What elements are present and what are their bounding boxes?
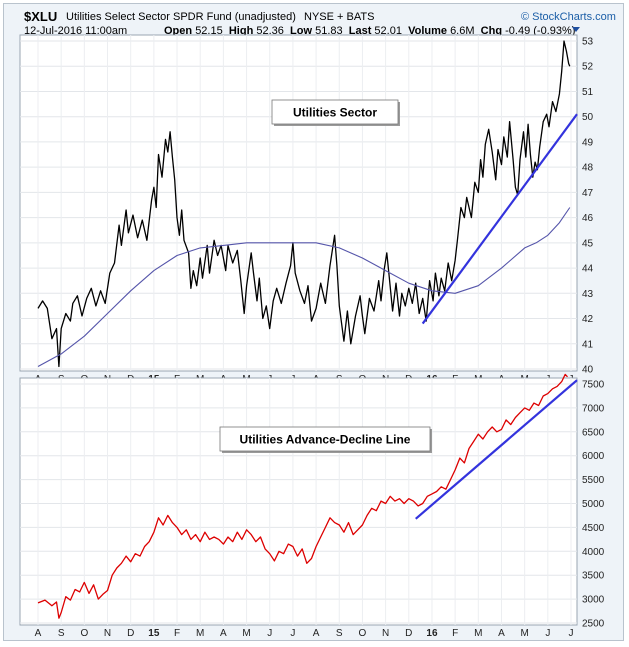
panel-2: 2500 3000 3500 4000 4500 5000 5500 6000 6500 7000… — [19, 373, 605, 639]
x-tick-label: J — [545, 628, 550, 639]
annotation-label: Utilities Advance-Decline Line — [240, 433, 411, 447]
y-tick-label: 40 — [582, 365, 594, 376]
x-tick-label: J — [569, 628, 574, 639]
chart-frame: $XLU Utilities Select Sector SPDR Fund (… — [3, 3, 624, 641]
trendline — [421, 113, 578, 325]
y-tick-label: 46 — [582, 213, 594, 224]
y-tick-label: 53 — [582, 37, 594, 48]
y-tick-label: 52 — [582, 62, 594, 73]
x-tick-label: D — [127, 628, 134, 639]
price-series-line — [37, 40, 571, 368]
x-tick-label: A — [498, 628, 505, 639]
ticker-symbol: $XLU — [24, 9, 58, 24]
y-tick-label: 48 — [582, 163, 594, 174]
x-tick-label: 15 — [148, 628, 160, 639]
x-tick-label: M — [196, 628, 204, 639]
y-tick-label: 4000 — [582, 547, 605, 558]
x-tick-label: N — [104, 628, 111, 639]
y-tick-label: 50 — [582, 112, 594, 123]
chg-label: Chg — [480, 25, 503, 37]
low-label: Low — [290, 25, 313, 37]
y-tick-label: 43 — [582, 289, 594, 300]
y-tick-label: 4500 — [582, 523, 605, 534]
x-tick-label: N — [382, 628, 389, 639]
x-tick-label: O — [359, 628, 367, 639]
x-tick-label: M — [520, 628, 528, 639]
y-tick-label: 42 — [582, 314, 594, 325]
annotation-box: Utilities Sector — [271, 99, 400, 126]
high-label: High — [228, 25, 254, 37]
x-tick-label: A — [220, 628, 227, 639]
last-label: Last — [348, 25, 372, 37]
y-tick-label: 3000 — [582, 595, 605, 606]
y-tick-label: 45 — [582, 238, 594, 249]
datetime-label: 12-Jul-2016 11:00am — [24, 25, 128, 37]
y-tick-label: 2500 — [582, 619, 605, 630]
x-tick-label: J — [290, 628, 295, 639]
panel-1: 4041424344454647484950515253ASOND15FMAMJ… — [19, 34, 594, 385]
fund-name: Utilities Select Sector SPDR Fund (unadj… — [66, 11, 296, 23]
x-tick-label: S — [58, 628, 65, 639]
annotation-box: Utilities Advance-Decline Line — [219, 426, 432, 453]
plot-area — [19, 34, 578, 372]
open-label: Open — [164, 25, 193, 37]
y-tick-label: 7000 — [582, 403, 605, 414]
y-tick-label: 41 — [582, 339, 594, 350]
chg-dropdown-arrow-icon[interactable] — [572, 27, 580, 32]
annotation-label: Utilities Sector — [293, 106, 377, 120]
chart-svg: 40 41 42 43 44 45 46 47 48 49 50 51 52 53 A S O N D 15 F M A M J… — [19, 27, 605, 639]
y-tick-label: 3500 — [582, 571, 605, 582]
price-series-line — [37, 373, 568, 619]
y-tick-label: 47 — [582, 188, 594, 199]
copyright-label: © StockCharts.com — [521, 11, 616, 23]
x-tick-label: J — [267, 628, 272, 639]
x-tick-label: 16 — [426, 628, 438, 639]
volume-label: Volume — [408, 25, 447, 37]
x-tick-label: D — [405, 628, 412, 639]
exchange-label: NYSE + BATS — [304, 11, 375, 23]
volume-value: 6.6M — [450, 25, 475, 37]
y-tick-label: 51 — [582, 87, 594, 98]
x-tick-label: F — [452, 628, 458, 639]
x-tick-label: F — [174, 628, 180, 639]
y-tick-label: 6500 — [582, 427, 605, 438]
high-value: 52.36 — [256, 25, 284, 37]
y-tick-label: 44 — [582, 264, 594, 275]
low-value: 51.83 — [315, 25, 343, 37]
moving-average-line — [37, 207, 571, 367]
y-tick-label: 6000 — [582, 451, 605, 462]
x-tick-label: A — [35, 628, 42, 639]
y-tick-label: 5500 — [582, 475, 605, 486]
x-tick-label: A — [313, 628, 320, 639]
y-tick-label: 7500 — [582, 380, 605, 391]
ohlc-bar: Open 52.15 High 52.36 Low 51.83 Last 52.… — [164, 25, 575, 37]
trendline — [415, 379, 578, 520]
x-tick-label: O — [80, 628, 88, 639]
plot-area — [19, 377, 578, 626]
x-tick-label: M — [474, 628, 482, 639]
last-value: 52.01 — [374, 25, 402, 37]
x-tick-label: S — [336, 628, 343, 639]
y-tick-label: 5000 — [582, 499, 605, 510]
open-value: 52.15 — [195, 25, 223, 37]
y-tick-label: 49 — [582, 137, 594, 148]
x-tick-label: M — [242, 628, 250, 639]
chg-value: -0.49 (-0.93%) — [505, 25, 576, 37]
